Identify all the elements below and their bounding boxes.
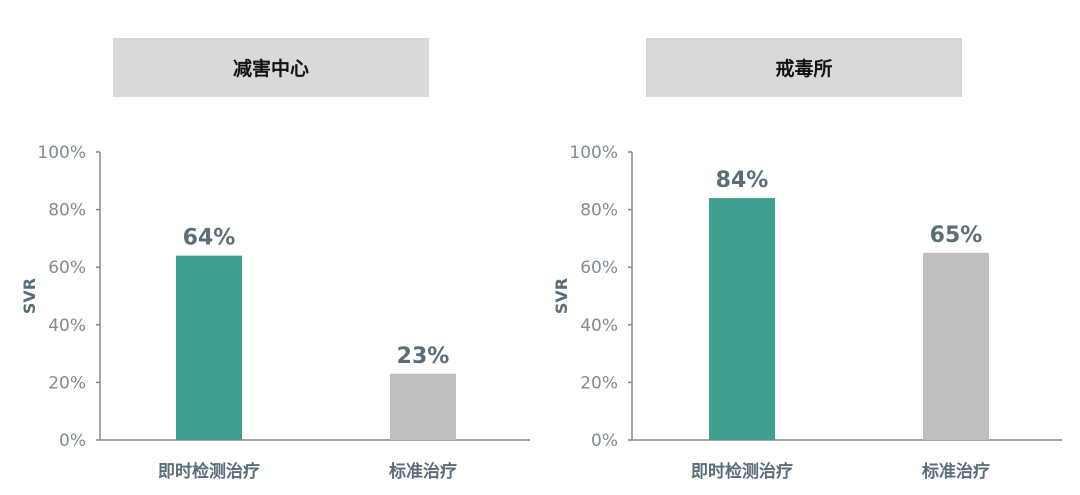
y-tick-label: 20% xyxy=(48,373,86,393)
x-tick-label: 即时检测治疗 xyxy=(158,461,260,482)
y-tick-label: 80% xyxy=(580,201,618,221)
bar xyxy=(923,252,989,440)
y-axis-label: SVR xyxy=(552,278,571,314)
y-tick-label: 60% xyxy=(48,258,86,278)
bar xyxy=(390,373,456,440)
bar xyxy=(176,255,242,440)
y-tick-label: 100% xyxy=(37,143,86,163)
data-label: 23% xyxy=(397,344,450,369)
bar xyxy=(709,198,775,440)
x-tick-label: 标准治疗 xyxy=(389,461,457,482)
x-tick-label: 即时检测治疗 xyxy=(691,461,793,482)
y-tick-label: 40% xyxy=(48,316,86,336)
data-label: 65% xyxy=(930,223,983,248)
x-tick-label: 标准治疗 xyxy=(922,461,990,482)
y-tick-label: 40% xyxy=(580,316,618,336)
y-tick-label: 80% xyxy=(48,201,86,221)
chart-title-right: 戒毒所 xyxy=(646,38,962,97)
y-tick-label: 0% xyxy=(591,431,618,451)
data-label: 84% xyxy=(716,168,769,193)
y-tick-label: 20% xyxy=(580,373,618,393)
y-axis-label: SVR xyxy=(20,278,39,314)
y-tick-label: 100% xyxy=(569,143,618,163)
data-label: 64% xyxy=(183,226,236,251)
chart-title-left: 减害中心 xyxy=(113,38,429,97)
y-tick-label: 60% xyxy=(580,258,618,278)
y-tick-label: 0% xyxy=(59,431,86,451)
